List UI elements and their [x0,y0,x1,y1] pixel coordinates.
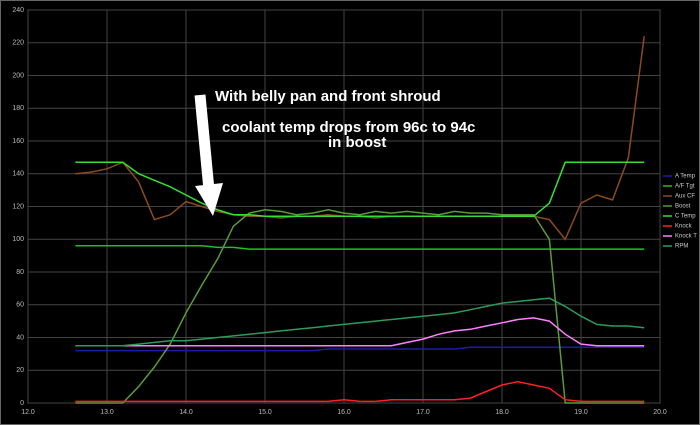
y-tick-label: 100 [12,236,24,243]
annotation: in boost [328,134,386,151]
annotation: coolant temp drops from 96c to 94c [222,119,475,136]
y-tick-label: 60 [16,302,24,309]
y-tick-label: 140 [12,171,24,178]
y-tick-label: 40 [16,334,24,341]
x-tick-label: 15.0 [258,409,272,416]
annotation: With belly pan and front shroud [215,88,441,105]
legend-label: C Temp [675,214,696,220]
x-tick-label: 18.0 [495,409,509,416]
x-tick-label: 13.0 [100,409,114,416]
x-tick-label: 20.0 [653,409,667,416]
arrow-shaft [194,94,215,191]
x-tick-label: 17.0 [416,409,430,416]
series-line [75,161,645,218]
legend-label: A/F Tgt [675,184,695,190]
x-tick-label: 14.0 [179,409,193,416]
y-tick-label: 0 [20,400,24,407]
x-tick-label: 16.0 [337,409,351,416]
series-line [75,209,645,404]
y-tick-label: 120 [12,203,24,210]
legend-label: Boost [675,204,691,210]
series-line [75,317,645,347]
legend-label: Knock [675,224,693,230]
series-line [75,380,645,403]
y-tick-label: 240 [12,7,24,14]
x-tick-label: 19.0 [574,409,588,416]
legend-label: Aux CF [675,194,695,200]
y-tick-label: 220 [12,40,24,47]
y-tick-label: 80 [16,269,24,276]
legend-label: RPM [675,244,688,250]
y-tick-label: 180 [12,105,24,112]
arrow-head [195,183,223,216]
legend-label: A Temp [675,174,696,180]
x-tick-label: 12.0 [21,409,35,416]
legend-label: Knock T [675,234,697,240]
y-tick-label: 20 [16,367,24,374]
y-tick-label: 200 [12,72,24,79]
series-line [75,245,645,250]
series-line [75,346,645,352]
series-line [75,297,645,347]
y-tick-label: 160 [12,138,24,145]
